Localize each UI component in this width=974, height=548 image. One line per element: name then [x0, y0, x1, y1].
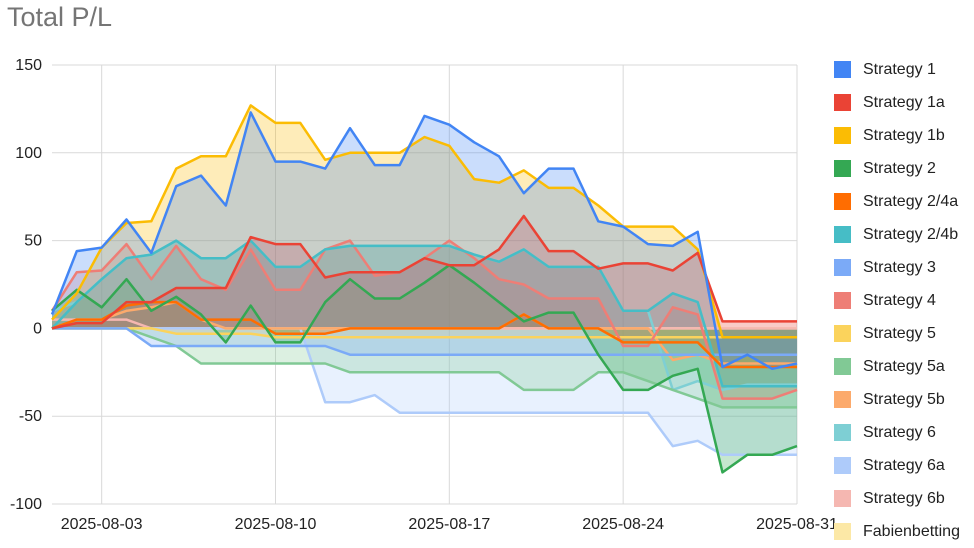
legend-swatch — [834, 391, 851, 408]
area-strategy-1 — [52, 112, 797, 369]
legend-label: Strategy 2/4b — [863, 225, 959, 243]
y-tick-label: 0 — [33, 320, 42, 337]
x-tick-label: 2025-08-31 — [756, 516, 838, 533]
legend-swatch — [834, 523, 851, 540]
legend-item[interactable]: Strategy 6b — [834, 482, 960, 515]
legend-label: Strategy 5b — [863, 390, 945, 408]
x-tick-label: 2025-08-17 — [408, 516, 490, 533]
legend-item[interactable]: Strategy 6 — [834, 416, 960, 449]
line-strategy-1 — [50, 111, 798, 371]
legend-label: Strategy 2 — [863, 159, 936, 177]
area-strategy-4 — [52, 240, 797, 399]
legend-item[interactable]: Strategy 5a — [834, 350, 960, 383]
legend-swatch — [834, 292, 851, 309]
legend-swatch — [834, 127, 851, 144]
legend-label: Strategy 4 — [863, 291, 936, 309]
legend-label: Strategy 1 — [863, 60, 936, 78]
legend-item[interactable]: Fabienbetting — [834, 515, 960, 548]
legend-swatch — [834, 94, 851, 111]
legend-swatch — [834, 490, 851, 507]
legend-item[interactable]: Strategy 4 — [834, 284, 960, 317]
y-tick-label: 100 — [15, 145, 42, 162]
legend-label: Strategy 1a — [863, 93, 945, 111]
x-tick-labels: 2025-08-03 2025-08-10 2025-08-17 2025-08-24… — [61, 516, 838, 533]
y-tick-label: 50 — [24, 233, 42, 250]
legend-item[interactable]: Strategy 5b — [834, 383, 960, 416]
legend-swatch — [834, 457, 851, 474]
line-strategy-2-4a — [51, 300, 797, 369]
legend-item[interactable]: Strategy 1b — [834, 119, 960, 152]
area-strategy-5b — [52, 302, 797, 364]
area-strategy-2 — [52, 265, 797, 473]
line-strategy-5 — [52, 327, 797, 339]
y-tick-label: -100 — [10, 496, 42, 513]
legend-item[interactable]: Strategy 6a — [834, 449, 960, 482]
area-strategy-2-4b — [52, 240, 797, 387]
line-strategy-3 — [52, 327, 797, 356]
line-strategy-2 — [51, 263, 798, 474]
x-tick-label: 2025-08-03 — [61, 516, 143, 533]
legend-label: Strategy 5a — [863, 357, 945, 375]
y-tick-label: -50 — [19, 408, 42, 425]
line-strategy-1b — [51, 104, 797, 339]
legend-swatch — [834, 358, 851, 375]
legend-swatch — [834, 160, 851, 177]
line-strategy-2-4b — [51, 239, 797, 388]
legend-item[interactable]: Strategy 1 — [834, 53, 960, 86]
y-tick-label: 150 — [15, 57, 42, 74]
legend-label: Strategy 2/4a — [863, 192, 959, 210]
area-strategy-6 — [52, 240, 797, 390]
legend-item[interactable]: Strategy 5 — [834, 317, 960, 350]
legend-label: Strategy 6 — [863, 423, 936, 441]
legend: Strategy 1 Strategy 1a Strategy 1b Strategy… — [834, 53, 960, 548]
series-areas — [52, 105, 797, 473]
legend-label: Fabienbetting — [863, 522, 960, 540]
area-strategy-6a — [52, 328, 797, 455]
legend-swatch — [834, 61, 851, 78]
legend-item[interactable]: Strategy 2/4b — [834, 218, 960, 251]
x-tick-label: 2025-08-10 — [235, 516, 317, 533]
legend-label: Strategy 5 — [863, 324, 936, 342]
area-strategy-5a — [52, 328, 797, 408]
legend-swatch — [834, 325, 851, 342]
legend-label: Strategy 6a — [863, 456, 945, 474]
legend-label: Strategy 3 — [863, 258, 936, 276]
y-tick-labels: 150 100 50 0 -50 -100 — [10, 57, 42, 513]
legend-label: Strategy 1b — [863, 126, 945, 144]
legend-swatch — [834, 424, 851, 441]
legend-item[interactable]: Strategy 3 — [834, 251, 960, 284]
x-tick-label: 2025-08-24 — [582, 516, 664, 533]
legend-swatch — [834, 226, 851, 243]
legend-swatch — [834, 193, 851, 210]
series-lines — [50, 104, 798, 474]
legend-swatch — [834, 259, 851, 276]
line-strategy-1a — [51, 214, 797, 330]
legend-label: Strategy 6b — [863, 489, 945, 507]
chart-title: Total P/L — [7, 2, 113, 32]
legend-item[interactable]: Strategy 2 — [834, 152, 960, 185]
legend-item[interactable]: Strategy 2/4a — [834, 185, 960, 218]
area-strategy-1a — [52, 216, 797, 329]
legend-item[interactable]: Strategy 1a — [834, 86, 960, 119]
line-strategy-6a — [52, 327, 797, 457]
